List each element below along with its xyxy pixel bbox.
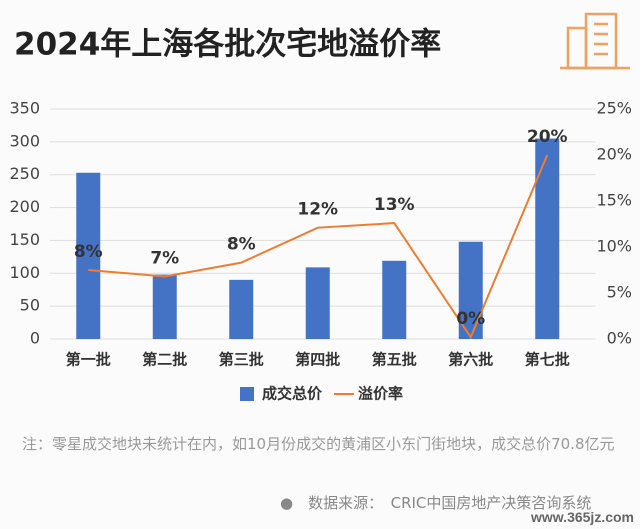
legend-swatch xyxy=(240,387,254,401)
bar xyxy=(382,260,407,339)
y-tick-label: 100 xyxy=(9,263,40,282)
bar xyxy=(458,241,483,339)
y-tick-label: 250 xyxy=(9,164,40,183)
legend-label: 溢价率 xyxy=(358,385,403,403)
y2-tick-label: 25% xyxy=(596,99,632,118)
x-tick-label: 第四批 xyxy=(295,351,340,369)
bar xyxy=(152,274,177,339)
source: ● 数据来源： CRIC中国房地产决策咨询系统 xyxy=(280,494,592,512)
data-label: 8% xyxy=(74,242,103,262)
x-tick-label: 第三批 xyxy=(219,351,264,369)
watermark: www.365jz.com xyxy=(531,509,634,525)
data-label: 13% xyxy=(374,195,415,215)
y2-tick-label: 15% xyxy=(596,191,632,210)
y-tick-label: 150 xyxy=(9,230,40,249)
y2-tick-label: 10% xyxy=(596,237,632,256)
data-label: 7% xyxy=(150,248,179,268)
legend-label: 成交总价 xyxy=(262,385,323,403)
x-tick-label: 第一批 xyxy=(66,351,111,369)
data-label: 0% xyxy=(456,309,485,329)
x-tick-label: 第二批 xyxy=(142,351,187,369)
line xyxy=(88,154,549,340)
bar xyxy=(229,279,254,339)
bar xyxy=(535,138,560,339)
bar xyxy=(305,267,330,339)
data-label: 20% xyxy=(527,127,568,147)
x-tick-label: 第六批 xyxy=(448,351,493,369)
bar xyxy=(76,172,101,339)
chart-title: 2024年上海各批次宅地溢价率 xyxy=(14,27,441,63)
y-tick-label: 0 xyxy=(30,329,40,348)
note: 注：零星成交地块未统计在内，如10月份成交的黄浦区小东门街地块，成交总价70.8… xyxy=(22,435,615,453)
y2-tick-label: 20% xyxy=(596,145,632,164)
building-icon xyxy=(560,12,630,70)
y-tick-label: 200 xyxy=(9,197,40,216)
data-label: 8% xyxy=(227,235,256,255)
x-tick-label: 第五批 xyxy=(372,351,417,369)
x-tick-label: 第七批 xyxy=(525,351,570,369)
y-tick-label: 350 xyxy=(9,99,40,118)
data-label: 12% xyxy=(297,200,338,220)
y-tick-label: 300 xyxy=(9,131,40,150)
y2-tick-label: 5% xyxy=(607,283,632,302)
y-tick-label: 50 xyxy=(20,296,40,315)
y2-tick-label: 0% xyxy=(607,329,632,348)
